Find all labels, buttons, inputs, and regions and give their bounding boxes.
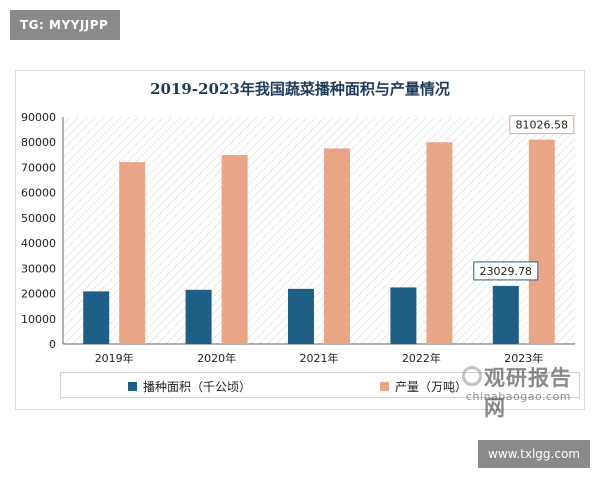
legend-item-output: 产量（万吨） bbox=[380, 378, 467, 395]
x-tick-label: 2023年 bbox=[504, 351, 543, 365]
x-tick-label: 2019年 bbox=[95, 351, 134, 365]
y-tick-label: 40000 bbox=[21, 237, 56, 250]
logo-icon bbox=[462, 366, 482, 386]
logo-sub-text: chinabaogao.com bbox=[466, 390, 571, 403]
y-tick-label: 70000 bbox=[21, 161, 56, 174]
website-badge: www.txlgg.com bbox=[478, 440, 590, 468]
y-axis: 0 10000 20000 30000 40000 50000 60000 70000 8000… bbox=[21, 111, 64, 351]
chart-title: 2019-2023年我国蔬菜播种面积与产量情况 bbox=[150, 80, 450, 98]
y-tick-label: 20000 bbox=[21, 288, 56, 301]
x-tick-label: 2022年 bbox=[402, 351, 441, 365]
logo-main-text: 观研报告网 bbox=[484, 366, 572, 420]
data-labels: 23029.78 81026.58 bbox=[473, 115, 575, 281]
x-tick-label: 2020年 bbox=[197, 351, 236, 365]
bar-output bbox=[119, 162, 146, 344]
bar-area bbox=[185, 289, 212, 344]
bars bbox=[83, 139, 555, 344]
data-label-box bbox=[473, 261, 539, 281]
tg-badge: TG: MYYJJPP bbox=[10, 10, 120, 40]
legend-item-area: 播种面积（千公顷） bbox=[128, 378, 251, 395]
bar-output bbox=[221, 155, 248, 344]
data-label-box bbox=[509, 115, 575, 135]
y-tick-label: 0 bbox=[49, 338, 56, 351]
legend-swatch-output bbox=[380, 382, 389, 391]
bar-area bbox=[492, 285, 519, 344]
y-tick-label: 80000 bbox=[21, 136, 56, 149]
x-tick-label: 2021年 bbox=[300, 351, 339, 365]
bar-area bbox=[288, 288, 314, 344]
data-label: 23029.78 bbox=[480, 265, 533, 278]
legend bbox=[60, 372, 580, 398]
bar-output bbox=[426, 142, 453, 344]
website-badge-text: www.txlgg.com bbox=[488, 447, 580, 461]
watermark-logo: 观研报告网 chinabaogao.com bbox=[460, 362, 590, 420]
y-tick-label: 50000 bbox=[21, 212, 56, 225]
bar-output bbox=[324, 148, 350, 344]
y-tick-label: 30000 bbox=[21, 262, 56, 275]
legend-label-area: 播种面积（千公顷） bbox=[143, 380, 252, 394]
y-tick-label: 90000 bbox=[21, 111, 56, 124]
x-axis: 2019年 2020年 2021年 2022年 2023年 bbox=[63, 343, 575, 365]
bar-output bbox=[528, 139, 555, 344]
bar-area bbox=[390, 287, 417, 344]
legend-label-output: 产量（万吨） bbox=[395, 380, 468, 394]
plot-area-background bbox=[63, 117, 575, 344]
data-label: 81026.58 bbox=[516, 119, 569, 132]
y-tick-label: 10000 bbox=[21, 313, 56, 326]
bar-area bbox=[83, 291, 110, 344]
tg-badge-text: TG: MYYJJPP bbox=[20, 18, 109, 32]
y-tick-label: 60000 bbox=[21, 187, 56, 200]
legend-swatch-area bbox=[128, 382, 137, 391]
